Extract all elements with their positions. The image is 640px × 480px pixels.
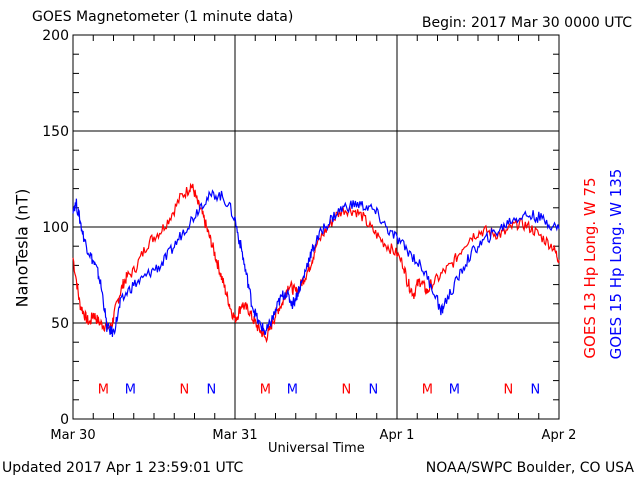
legend-goes15: GOES 15 Hp Long. W 135 xyxy=(607,168,625,360)
chart-title: GOES Magnetometer (1 minute data) xyxy=(32,9,294,25)
y-tick-label: 200 xyxy=(42,28,69,44)
y-tick-label: 100 xyxy=(42,220,69,236)
noon-midnight-marker: M xyxy=(449,382,460,397)
begin-time: Begin: 2017 Mar 30 0000 UTC xyxy=(421,15,632,31)
noon-midnight-marker: N xyxy=(531,382,541,397)
y-tick-label: 0 xyxy=(60,412,69,428)
y-tick-label: 50 xyxy=(51,316,69,332)
credit-text: NOAA/SWPC Boulder, CO USA xyxy=(425,460,634,476)
noon-midnight-marker: N xyxy=(180,382,190,397)
noon-midnight-marker: N xyxy=(207,382,217,397)
updated-timestamp: Updated 2017 Apr 1 23:59:01 UTC xyxy=(2,460,244,476)
y-axis-label: NanoTesla (nT) xyxy=(12,188,32,308)
noon-midnight-marker: M xyxy=(422,382,433,397)
x-tick-label: Mar 30 xyxy=(50,428,95,443)
x-axis-label: Universal Time xyxy=(268,441,365,456)
noon-midnight-marker: M xyxy=(287,382,298,397)
series-line-goes15 xyxy=(72,189,560,337)
x-tick-label: Apr 1 xyxy=(380,428,415,443)
x-tick-label: Mar 31 xyxy=(212,428,257,443)
noon-midnight-marker: N xyxy=(504,382,514,397)
noon-midnight-marker: N xyxy=(369,382,379,397)
noon-midnight-marker: M xyxy=(98,382,109,397)
y-tick-label: 150 xyxy=(42,124,69,140)
noon-midnight-marker: N xyxy=(342,382,352,397)
x-tick-label: Apr 2 xyxy=(542,428,577,443)
series-line-goes13 xyxy=(72,182,560,344)
noon-midnight-marker: M xyxy=(125,382,136,397)
noon-midnight-marker: M xyxy=(260,382,271,397)
legend-goes13: GOES 13 Hp Long. W 75 xyxy=(581,177,599,359)
